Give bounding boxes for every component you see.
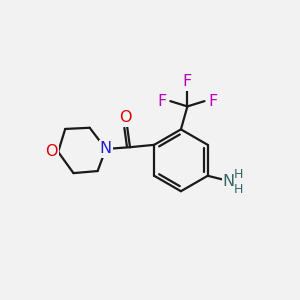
Text: O: O <box>45 144 58 159</box>
Text: N: N <box>223 174 235 189</box>
Text: O: O <box>119 110 132 125</box>
Text: N: N <box>100 142 112 157</box>
Text: H: H <box>234 183 243 196</box>
Text: H: H <box>234 168 243 181</box>
Text: F: F <box>158 94 167 109</box>
Text: F: F <box>208 94 217 109</box>
Text: F: F <box>183 74 192 89</box>
